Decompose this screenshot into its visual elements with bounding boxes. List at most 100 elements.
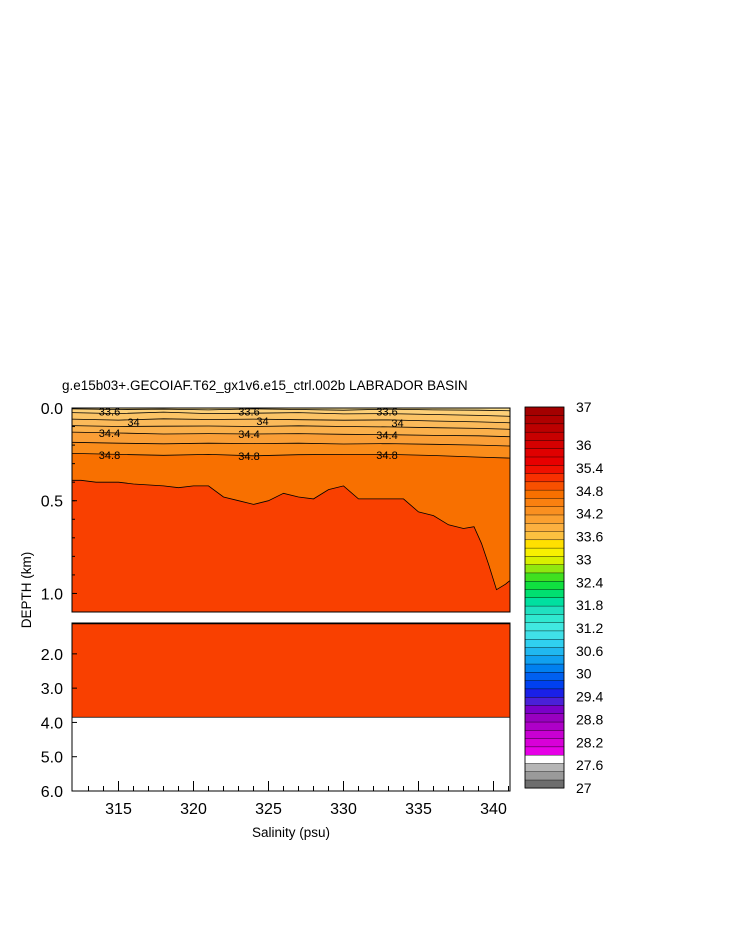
x-tick-label: 335 [405, 801, 432, 818]
colorbar-label: 33.6 [576, 529, 603, 545]
colorbar-swatch [524, 779, 565, 789]
colorbar-swatch [524, 754, 565, 764]
colorbar-label: 27 [576, 780, 592, 796]
colorbar-swatch [524, 696, 565, 706]
x-tick-label: 330 [330, 801, 357, 818]
y-tick-label: 2.0 [41, 647, 63, 664]
colorbar-swatch [524, 680, 565, 690]
x-axis-label: Salinity (psu) [252, 825, 330, 840]
colorbar-swatch [524, 738, 565, 748]
colorbar-swatch [524, 713, 565, 723]
colorbar-swatch [524, 630, 565, 640]
contour-label: 34.8 [376, 450, 397, 462]
colorbar-swatch [524, 762, 565, 772]
colorbar-swatch [524, 613, 565, 623]
contour-line-34-4 [72, 431, 510, 438]
colorbar-swatch [524, 646, 565, 656]
colorbar-swatch [524, 622, 565, 632]
colorbar-swatch [524, 415, 565, 425]
colorbar-frame [524, 406, 565, 789]
colorbar-label: 30.6 [576, 643, 603, 659]
x-tick-label: 315 [105, 801, 132, 818]
contour-line-34 [72, 418, 510, 424]
colorbar-label: 35.4 [576, 460, 603, 476]
x-tick-label: 325 [255, 801, 282, 818]
y-tick-label: 4.0 [41, 715, 63, 732]
y-tick-label: 5.0 [41, 750, 63, 767]
contour-label: 34 [256, 416, 268, 428]
contour-line-34-2 [72, 425, 510, 430]
y-tick-label: 6.0 [41, 784, 63, 801]
colorbar: 37 36 35.4 34.8 34.2 33.6 33 32.4 31.8 31.2 30.6 30… [524, 399, 603, 796]
colorbar-label: 33 [576, 551, 592, 567]
lower-frame [71, 622, 511, 792]
colorbar-swatch [524, 539, 565, 549]
colorbar-swatch [524, 771, 565, 781]
colorbar-swatch [524, 497, 565, 507]
colorbar-swatch [524, 564, 565, 574]
upper-panel: 33.63434.434.833.63434.434.833.63434.434… [72, 407, 510, 612]
colorbar-swatch [524, 547, 565, 557]
colorbar-swatch [524, 688, 565, 698]
colorbar-label: 28.8 [576, 711, 603, 727]
colorbar-swatch [524, 481, 565, 491]
colorbar-swatch [524, 531, 565, 541]
contour-label: 34.4 [238, 429, 259, 441]
y-tick-label: 0.0 [41, 401, 63, 418]
chart-title: g.e15b03+.GECOIAF.T62_gx1v6.e15_ctrl.002… [62, 378, 468, 393]
contour-line-33-6 [72, 408, 510, 412]
contour-label: 33.6 [99, 407, 120, 419]
colorbar-swatch [524, 473, 565, 483]
colorbar-label: 36 [576, 437, 592, 453]
y-tick-label: 0.5 [41, 494, 63, 511]
colorbar-label: 29.4 [576, 689, 603, 705]
colorbar-swatch [524, 431, 565, 441]
colorbar-swatch [524, 423, 565, 433]
contour-label: 34.8 [238, 451, 259, 463]
colorbar-label: 31.2 [576, 620, 603, 636]
colorbar-label: 30 [576, 666, 592, 682]
colorbar-swatch [524, 489, 565, 499]
colorbar-swatch [524, 522, 565, 532]
plot-area: 33.63434.434.833.63434.434.833.63434.434… [72, 407, 510, 718]
colorbar-swatch [524, 580, 565, 590]
contour-line-34-9 [72, 479, 510, 591]
lower-fill [72, 623, 510, 718]
colorbar-swatch [524, 572, 565, 582]
fill-band-33-8 [72, 408, 510, 417]
colorbar-label: 32.4 [576, 574, 603, 590]
contour-label: 34 [127, 417, 139, 429]
y-axis-label: DEPTH (km) [19, 552, 34, 629]
colorbar-label: 31.8 [576, 597, 603, 613]
colorbar-label: 37 [576, 399, 592, 415]
colorbar-swatch [524, 439, 565, 449]
axes: 0.0 0.5 1.0 2.0 3.0 4.0 5.0 6.0 315 320 325 330 335 3… [41, 401, 511, 818]
colorbar-label: 27.6 [576, 757, 603, 773]
x-tick-label: 340 [480, 801, 507, 818]
colorbar-swatch [524, 456, 565, 466]
colorbar-swatch [524, 655, 565, 665]
colorbar-swatch [524, 729, 565, 739]
colorbar-swatch [524, 605, 565, 615]
colorbar-swatch [524, 721, 565, 731]
upper-frame [71, 407, 511, 613]
colorbar-swatch [524, 506, 565, 516]
colorbar-swatch [524, 663, 565, 673]
colorbar-swatch [524, 514, 565, 524]
contour-line-34-8 [72, 453, 510, 459]
colorbar-swatch [524, 671, 565, 681]
y-tick-label: 1.0 [41, 586, 63, 603]
contour-label: 33.6 [376, 407, 397, 419]
colorbar-swatch [524, 638, 565, 648]
colorbar-swatch [524, 704, 565, 714]
colorbar-swatch [524, 555, 565, 565]
contour-label: 34.8 [99, 450, 120, 462]
contour-label: 34.4 [376, 430, 397, 442]
contour-label: 34 [391, 418, 403, 430]
contour-line-34-6 [72, 441, 510, 447]
contour-label: 33.6 [238, 407, 259, 419]
colorbar-swatch [524, 448, 565, 458]
contour-label: 34.4 [99, 428, 120, 440]
lower-panel [72, 622, 510, 718]
